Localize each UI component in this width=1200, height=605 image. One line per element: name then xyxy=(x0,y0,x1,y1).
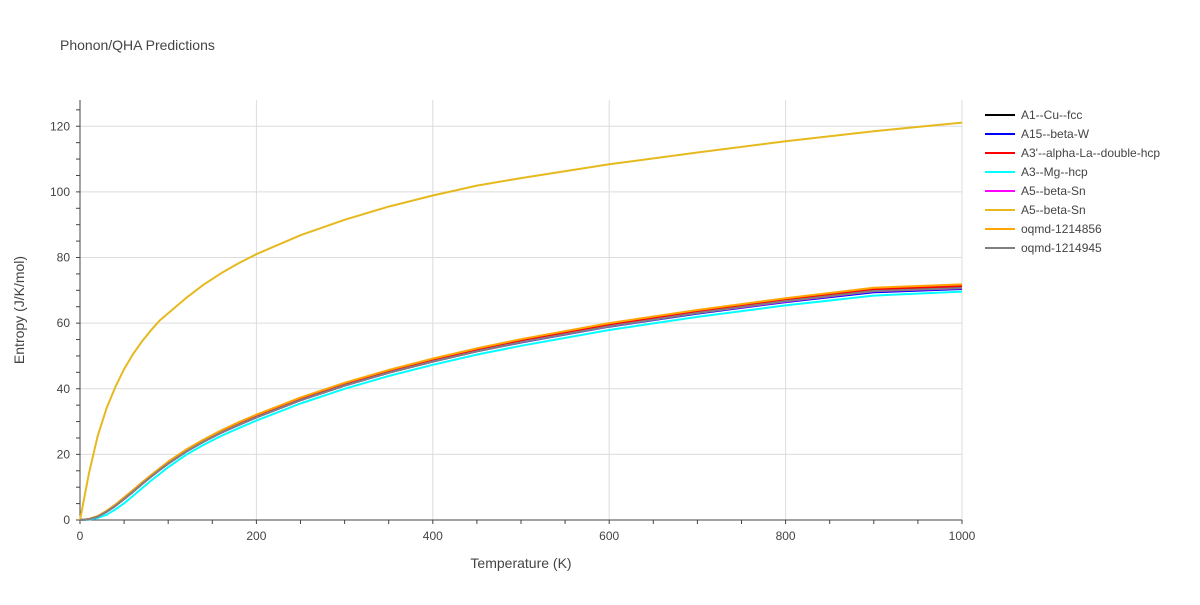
y-tick-label: 60 xyxy=(57,316,71,330)
legend-label: A1--Cu--fcc xyxy=(1021,108,1082,122)
series-line xyxy=(79,286,963,521)
legend-label: oqmd-1214945 xyxy=(1021,241,1102,255)
legend-item[interactable]: A5--beta-Sn xyxy=(985,203,1086,217)
x-axis-label: Temperature (K) xyxy=(470,555,571,571)
series-line xyxy=(79,285,963,521)
chart-title: Phonon/QHA Predictions xyxy=(60,37,215,53)
x-tick-label: 1000 xyxy=(949,529,976,543)
tick-labels: 0 200 400 600 800 1000 0 20 40 60 80 100 120 xyxy=(50,119,976,543)
legend-label: A5--beta-Sn xyxy=(1021,184,1086,198)
series-line xyxy=(79,283,963,521)
legend-item[interactable]: A1--Cu--fcc xyxy=(985,108,1082,122)
x-tick-label: 400 xyxy=(423,529,443,543)
grid-lines xyxy=(80,100,963,520)
series-line xyxy=(79,121,963,521)
y-axis-label: Entropy (J/K/mol) xyxy=(11,256,27,364)
x-tick-label: 800 xyxy=(776,529,796,543)
x-tick-label: 600 xyxy=(599,529,619,543)
series-line xyxy=(79,287,963,521)
x-tick-label: 0 xyxy=(77,529,84,543)
series-line xyxy=(79,288,963,521)
axes xyxy=(76,100,963,524)
y-tick-label: 20 xyxy=(57,447,71,461)
legend-label: A5--beta-Sn xyxy=(1021,203,1086,217)
legend-item[interactable]: oqmd-1214945 xyxy=(985,241,1102,255)
x-tick-label: 200 xyxy=(246,529,266,543)
y-tick-label: 0 xyxy=(63,513,70,527)
legend-item[interactable]: A3'--alpha-La--double-hcp xyxy=(985,146,1160,160)
legend-label: oqmd-1214856 xyxy=(1021,222,1102,236)
legend-label: A15--beta-W xyxy=(1021,127,1090,141)
legend-label: A3'--alpha-La--double-hcp xyxy=(1021,146,1160,160)
series-lines xyxy=(79,121,963,521)
legend-item[interactable]: A5--beta-Sn xyxy=(985,184,1086,198)
legend-item[interactable]: A15--beta-W xyxy=(985,127,1090,141)
legend-item[interactable]: oqmd-1214856 xyxy=(985,222,1102,236)
y-tick-label: 120 xyxy=(50,119,70,133)
legend-label: A3--Mg--hcp xyxy=(1021,165,1088,179)
series-line xyxy=(79,290,963,521)
legend[interactable]: A1--Cu--fcc A15--beta-W A3'--alpha-La--dou… xyxy=(985,108,1160,255)
y-tick-label: 80 xyxy=(57,251,71,265)
y-tick-label: 100 xyxy=(50,185,70,199)
y-tick-label: 40 xyxy=(57,382,71,396)
legend-item[interactable]: A3--Mg--hcp xyxy=(985,165,1088,179)
